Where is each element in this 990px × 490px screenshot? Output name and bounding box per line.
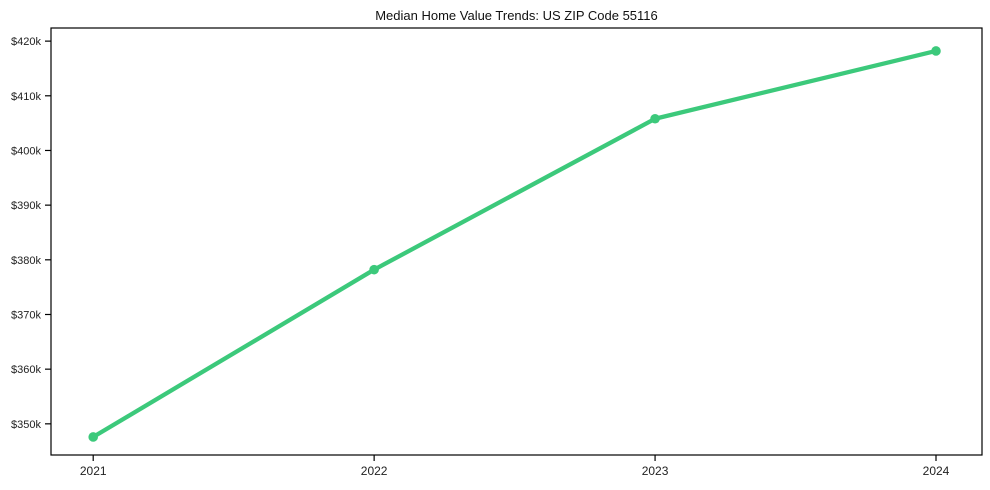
series-line [91, 48, 939, 440]
data-point-2023 [650, 113, 660, 124]
y-axis-tick-label: $400k [11, 145, 41, 157]
y-axis-tick-label: $360k [11, 364, 41, 376]
y-axis-tick-label: $370k [11, 309, 41, 321]
x-axis-tick-label: 2021 [80, 464, 107, 478]
y-axis-tick-label: $390k [11, 200, 41, 212]
y-axis-tick-label: $350k [11, 419, 41, 431]
x-axis-tick-label: 2023 [642, 464, 669, 478]
data-point-2024 [931, 46, 941, 56]
data-point-2022 [369, 264, 379, 275]
x-axis-tick-label: 2024 [923, 464, 950, 478]
axes-frame [50, 27, 983, 456]
chart-title: Median Home Value Trends: US ZIP Code 55… [375, 8, 658, 23]
y-axis-tick-label: $380k [11, 255, 41, 267]
x-axis-tick-label: 2022 [361, 464, 388, 478]
data-point-2021 [88, 432, 98, 442]
y-axis-tick-label: $410k [11, 91, 41, 103]
y-axis-tick-label: $420k [11, 36, 41, 48]
